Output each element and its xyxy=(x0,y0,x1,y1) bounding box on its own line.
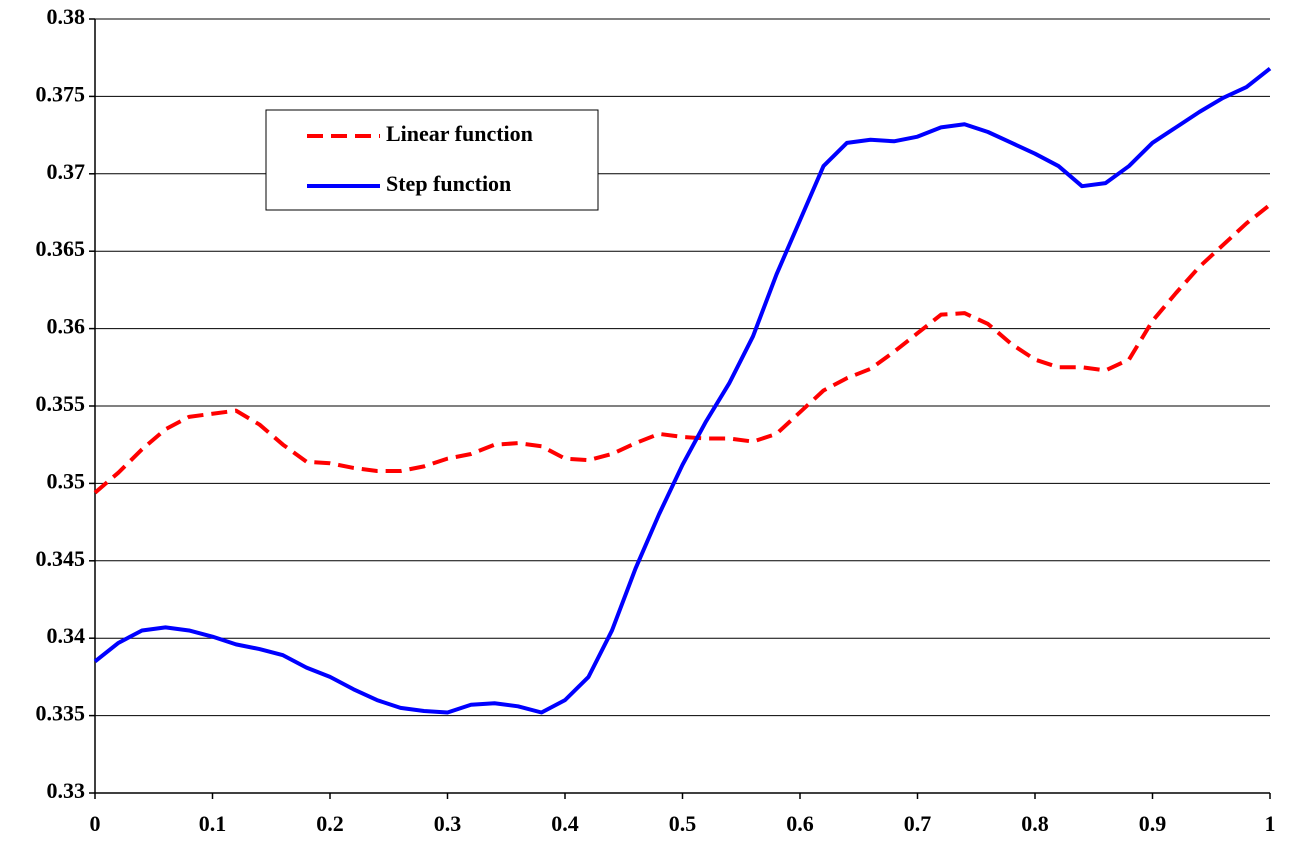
x-tick-label: 0 xyxy=(90,811,101,836)
y-tick-label: 0.375 xyxy=(36,81,86,106)
legend-label: Linear function xyxy=(386,121,533,146)
y-tick-label: 0.355 xyxy=(36,391,86,416)
y-tick-label: 0.36 xyxy=(47,314,86,339)
y-tick-label: 0.345 xyxy=(36,546,86,571)
series-line xyxy=(93,66,1272,715)
x-tick-label: 1 xyxy=(1265,811,1276,836)
y-tick-label: 0.37 xyxy=(47,159,86,184)
y-tick-label: 0.34 xyxy=(47,623,86,648)
legend-box xyxy=(265,109,599,211)
y-tick-label: 0.35 xyxy=(47,468,86,493)
x-tick-label: 0.6 xyxy=(786,811,814,836)
y-tick-label: 0.38 xyxy=(47,4,86,29)
y-tick-label: 0.33 xyxy=(47,778,86,803)
x-tick-label: 0.2 xyxy=(316,811,344,836)
x-tick-label: 0.4 xyxy=(551,811,579,836)
x-tick-label: 0.8 xyxy=(1021,811,1049,836)
x-tick-label: 0.9 xyxy=(1139,811,1167,836)
y-tick-label: 0.335 xyxy=(36,701,86,726)
x-tick-label: 0.3 xyxy=(434,811,462,836)
x-tick-label: 0.1 xyxy=(199,811,227,836)
y-tick-label: 0.365 xyxy=(36,236,86,261)
series-line xyxy=(93,203,1272,495)
x-tick-label: 0.7 xyxy=(904,811,932,836)
x-tick-label: 0.5 xyxy=(669,811,697,836)
legend-label: Step function xyxy=(386,171,511,196)
